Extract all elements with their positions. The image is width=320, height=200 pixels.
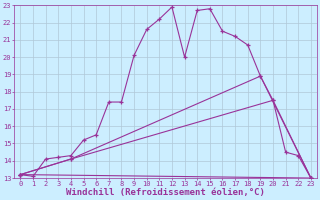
X-axis label: Windchill (Refroidissement éolien,°C): Windchill (Refroidissement éolien,°C): [66, 188, 265, 197]
